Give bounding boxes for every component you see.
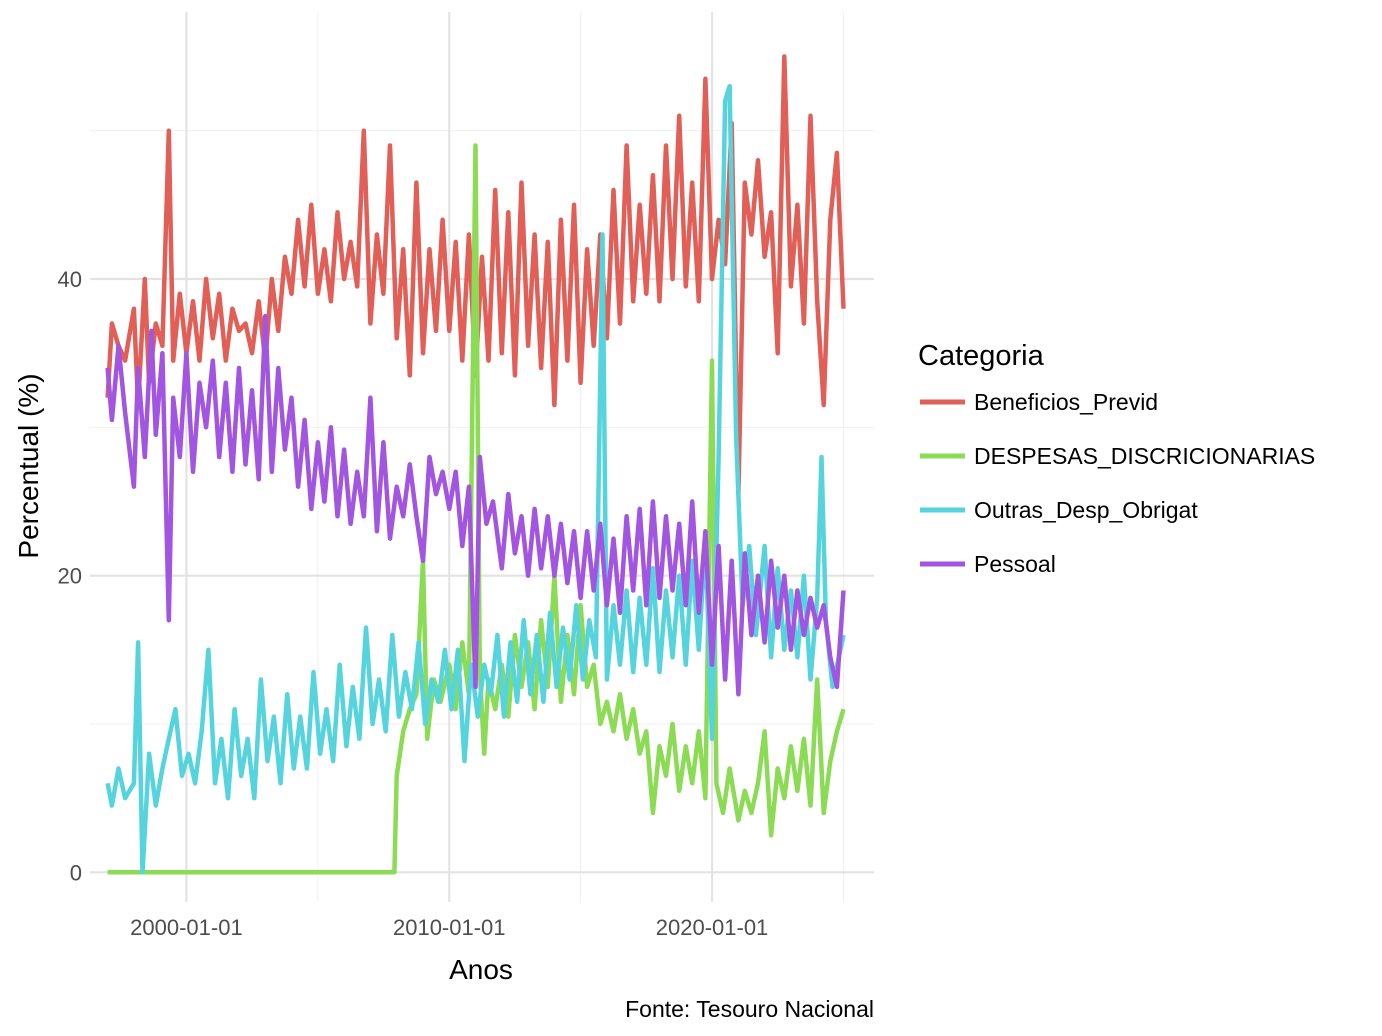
x-tick-label: 2000-01-01 (130, 915, 243, 940)
legend-label: Outras_Desp_Obrigat (974, 497, 1198, 523)
y-tick-label: 0 (70, 860, 82, 885)
legend: Categoria Beneficios_Previd DESPESAS_DISC… (918, 340, 1315, 577)
legend-items: Beneficios_Previd DESPESAS_DISCRICIONARIA… (920, 389, 1315, 577)
y-axis-title: Percentual (%) (13, 373, 44, 558)
series-line-despesas-discricionarias (107, 143, 846, 875)
x-tick-label: 2010-01-01 (393, 915, 506, 940)
legend-label: DESPESAS_DISCRICIONARIAS (974, 443, 1315, 469)
series-line-outras-desp-obrigat (105, 83, 846, 875)
legend-label: Pessoal (974, 551, 1056, 577)
series-layer (105, 54, 846, 875)
y-tick-label: 40 (58, 267, 82, 292)
x-axis-title: Anos (449, 954, 513, 985)
y-axis-ticks: 0 20 40 (58, 267, 82, 885)
y-tick-label: 20 (58, 564, 82, 589)
series-line-pessoal (105, 313, 846, 697)
legend-title: Categoria (918, 340, 1045, 372)
x-tick-label: 2020-01-01 (656, 915, 769, 940)
chart-caption: Fonte: Tesouro Nacional (625, 996, 874, 1022)
x-axis-ticks: 2000-01-01 2010-01-01 2020-01-01 (130, 915, 768, 940)
legend-label: Beneficios_Previd (974, 389, 1158, 415)
